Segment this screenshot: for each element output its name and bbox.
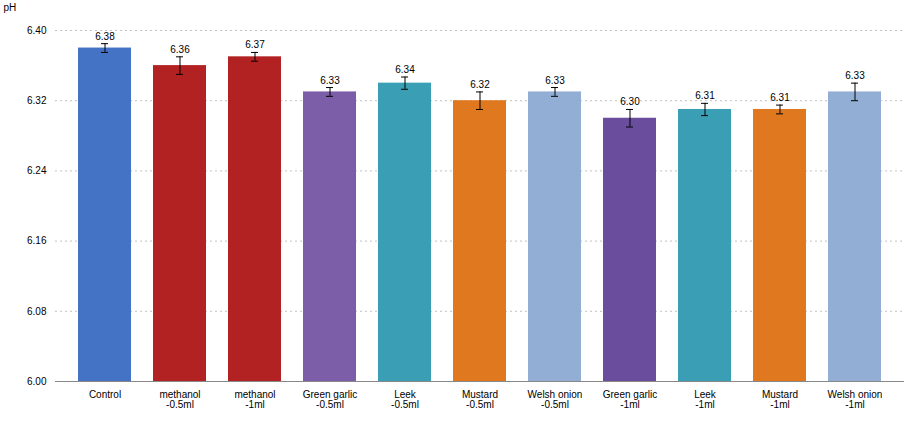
svg-text:6.32: 6.32 [27, 95, 47, 106]
svg-text:6.34: 6.34 [395, 64, 415, 75]
svg-text:6.31: 6.31 [695, 90, 715, 101]
svg-text:Leek-0.5ml: Leek-0.5ml [391, 389, 419, 410]
svg-text:methanol-0.5ml: methanol-0.5ml [159, 389, 200, 410]
svg-text:6.16: 6.16 [27, 235, 47, 246]
svg-text:Green garlic-0.5ml: Green garlic-0.5ml [303, 389, 357, 410]
svg-text:6.38: 6.38 [95, 31, 115, 42]
svg-text:methanol-1ml: methanol-1ml [234, 389, 275, 410]
svg-text:6.24: 6.24 [27, 165, 47, 176]
svg-text:pH: pH [4, 2, 17, 13]
svg-text:6.32: 6.32 [470, 79, 490, 90]
svg-text:Mustard-1ml: Mustard-1ml [762, 389, 798, 410]
svg-text:6.33: 6.33 [845, 70, 865, 81]
svg-text:6.37: 6.37 [245, 39, 265, 50]
svg-text:6.08: 6.08 [27, 306, 47, 317]
svg-text:Leek-1ml: Leek-1ml [694, 389, 717, 410]
svg-text:6.33: 6.33 [320, 75, 340, 86]
svg-text:6.00: 6.00 [27, 376, 47, 387]
svg-text:6.30: 6.30 [620, 96, 640, 107]
svg-text:Mustard-0.5ml: Mustard-0.5ml [462, 389, 498, 410]
svg-text:6.31: 6.31 [770, 92, 790, 103]
svg-text:6.40: 6.40 [27, 25, 47, 36]
svg-text:Green garlic-1ml: Green garlic-1ml [603, 389, 657, 410]
svg-text:Control: Control [89, 389, 121, 400]
svg-text:Welsh onion-0.5ml: Welsh onion-0.5ml [528, 389, 583, 410]
svg-text:Welsh onion-1ml: Welsh onion-1ml [828, 389, 883, 410]
svg-text:6.36: 6.36 [170, 44, 190, 55]
svg-text:6.33: 6.33 [545, 75, 565, 86]
